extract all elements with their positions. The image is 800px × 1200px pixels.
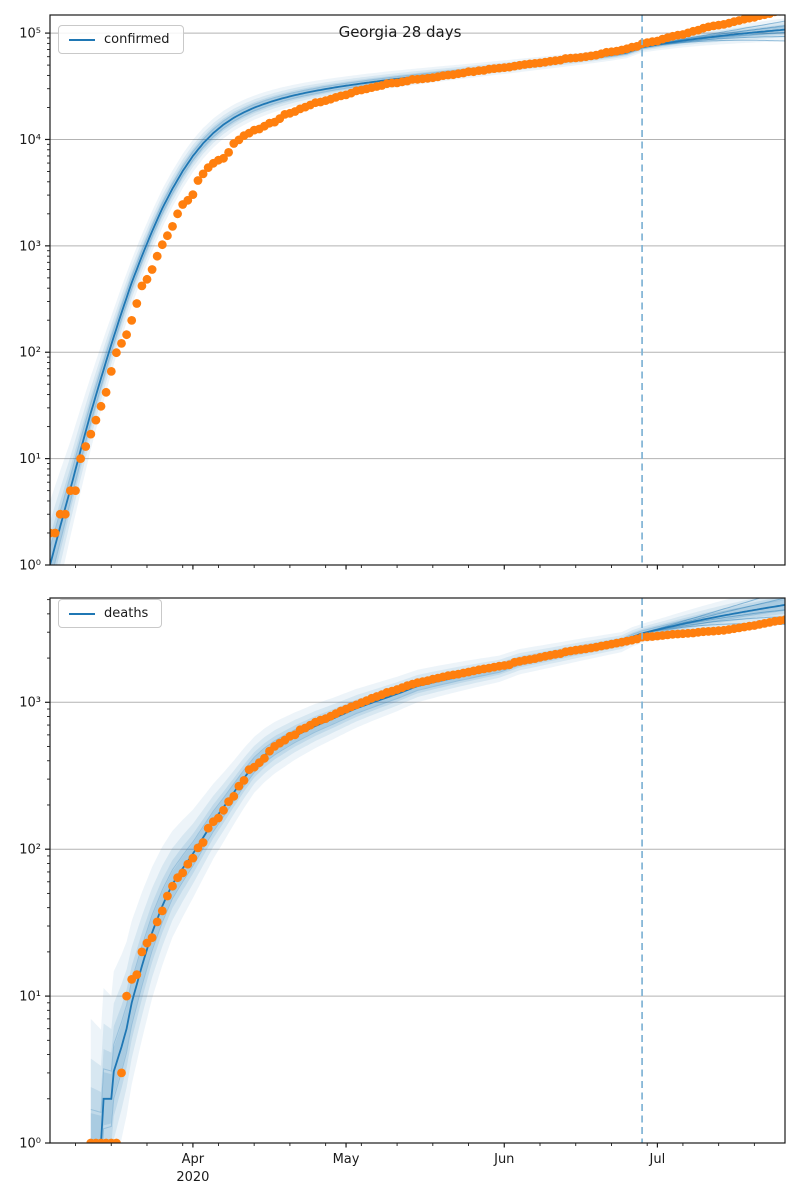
x-tick-year-label: 2020: [176, 1170, 209, 1185]
y-tick-label: 10³: [19, 239, 41, 254]
confirmed-y-axis-ticks: 10⁰ 10¹ 10² 10³ 10⁴ 10⁵: [19, 27, 50, 573]
legend-line-swatch: [69, 38, 95, 41]
legend-deaths: deaths: [58, 599, 163, 628]
legend-label-confirmed: confirmed: [104, 32, 170, 47]
y-tick-label: 10³: [19, 696, 41, 711]
y-tick-label: 10²: [19, 346, 41, 361]
deaths-y-axis-ticks: 10⁰ 10¹ 10² 10³: [19, 599, 50, 1151]
x-tick-label: Jun: [493, 1152, 514, 1167]
confirmed-x-axis-ticks: [75, 565, 755, 570]
deaths-x-axis-ticks: Apr 2020 May Jun Jul: [75, 1143, 755, 1185]
y-tick-label: 10⁰: [19, 1136, 41, 1151]
deaths-confidence-bands: [90, 598, 785, 1143]
confirmed-data-points: [50, 15, 785, 538]
confirmed-axes-frame: [49, 14, 786, 566]
y-tick-label: 10⁴: [19, 133, 41, 148]
deaths-data-points: [86, 615, 785, 1143]
legend-label-deaths: deaths: [104, 606, 149, 621]
y-tick-label: 10¹: [19, 452, 41, 467]
subplot-confirmed: 10⁰ 10¹ 10² 10³ 10⁴ 10⁵: [19, 14, 786, 573]
confirmed-gridlines: [50, 32, 785, 566]
x-tick-label: Jul: [649, 1152, 666, 1167]
confirmed-sample-strands: [50, 20, 785, 565]
deaths-axes-frame: [49, 597, 786, 1144]
x-tick-label: Apr: [182, 1152, 205, 1167]
subplot-deaths: 10⁰ 10¹ 10² 10³ Apr 2020 May Jun Jul: [19, 597, 786, 1185]
y-tick-label: 10⁵: [19, 27, 41, 42]
chart-title: Georgia 28 days: [338, 23, 462, 41]
y-tick-label: 10⁰: [19, 558, 41, 573]
confirmed-model-line: [50, 28, 785, 565]
x-tick-label: May: [333, 1152, 360, 1167]
y-tick-label: 10²: [19, 843, 41, 858]
confirmed-confidence-bands: [50, 18, 785, 565]
legend-confirmed: confirmed: [58, 25, 184, 54]
legend-line-swatch: [69, 612, 95, 615]
y-tick-label: 10¹: [19, 990, 41, 1005]
